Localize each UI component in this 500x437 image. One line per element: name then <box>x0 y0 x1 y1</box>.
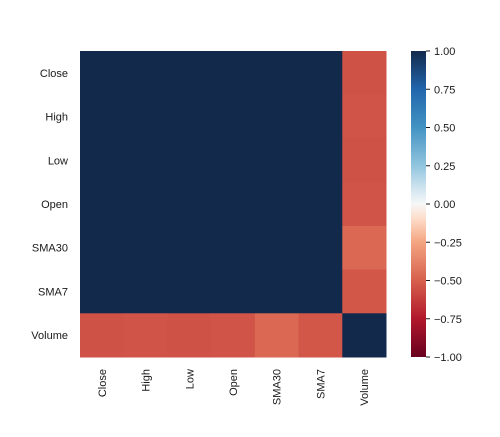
row-label-open: Open <box>41 199 68 211</box>
heatmap-cell-open-volume <box>342 182 387 227</box>
colorbar-tick-label: −0.75 <box>434 314 462 326</box>
row-label-sma30: SMA30 <box>32 243 68 255</box>
heatmap-cell-low-sma7 <box>298 138 343 183</box>
column-tick-labels: Close High Low Open SMA30 SMA7 Volume <box>97 369 371 406</box>
heatmap-cell-high-open <box>211 94 256 139</box>
heatmap-cell-volume-volume <box>342 313 387 358</box>
column-label-open: Open <box>228 369 240 396</box>
row-label-volume: Volume <box>31 330 68 342</box>
heatmap-cell-sma30-sma7 <box>298 225 343 271</box>
heatmap-cell-sma30-low <box>167 225 212 271</box>
colorbar-tick-label: 0.75 <box>434 84 455 96</box>
row-label-low: Low <box>48 155 68 167</box>
colorbar-tick-label: 0.25 <box>434 161 455 173</box>
heatmap-cell-sma7-close <box>80 269 125 314</box>
column-label-volume: Volume <box>359 369 371 406</box>
heatmap-cell-sma30-volume <box>342 225 387 271</box>
heatmap-cell-close-sma7 <box>298 51 343 96</box>
heatmap-cell-open-high <box>123 182 168 227</box>
colorbar-tick-label: −0.25 <box>434 237 462 249</box>
column-label-high: High <box>141 369 153 392</box>
row-tick-labels: Close High Low Open SMA30 SMA7 Volume <box>31 68 68 342</box>
heatmap-cell-close-sma30 <box>254 51 300 96</box>
heatmap-cell-low-close <box>80 138 125 183</box>
column-label-sma7: SMA7 <box>315 369 327 399</box>
heatmap-cell-volume-high <box>123 313 168 358</box>
heatmap-cell-sma7-sma30 <box>254 269 300 314</box>
heatmap-cell-open-low <box>167 182 212 227</box>
heatmap-cell-sma30-high <box>123 225 168 271</box>
heatmap-cell-open-sma7 <box>298 182 343 227</box>
colorbar-tick-label: 0.50 <box>434 123 455 135</box>
column-label-low: Low <box>184 369 196 389</box>
heatmap-cell-high-high <box>123 94 168 139</box>
heatmap-cell-sma7-high <box>123 269 168 314</box>
colorbar-tick-label: 0.00 <box>434 199 455 211</box>
colorbar-tick-label: −0.50 <box>434 276 462 288</box>
heatmap-cell-high-low <box>167 94 212 139</box>
column-label-sma30: SMA30 <box>272 369 284 405</box>
heatmap-cell-low-sma30 <box>254 138 300 183</box>
heatmap-cell-high-sma30 <box>254 94 300 139</box>
colorbar-tick-label: 1.00 <box>434 46 455 58</box>
heatmap-cells <box>80 51 387 358</box>
heatmap-cell-low-low <box>167 138 212 183</box>
heatmap-cell-sma7-low <box>167 269 212 314</box>
heatmap-cell-close-open <box>211 51 256 96</box>
row-label-high: High <box>45 112 68 124</box>
heatmap-cell-volume-sma30 <box>254 313 300 358</box>
heatmap-cell-close-high <box>123 51 168 96</box>
heatmap-cell-volume-close <box>80 313 125 358</box>
heatmap-cell-close-close <box>80 51 125 96</box>
row-label-close: Close <box>40 68 68 80</box>
heatmap-cell-sma7-sma7 <box>298 269 343 314</box>
heatmap-cell-high-sma7 <box>298 94 343 139</box>
colorbar-ticks: 1.00 0.75 0.50 0.25 0.00 −0.25 −0.50 −0.75 −1.00 <box>426 46 462 364</box>
heatmap-cell-low-volume <box>342 138 387 183</box>
heatmap-cell-sma30-open <box>211 225 256 271</box>
heatmap-cell-high-volume <box>342 94 387 139</box>
colorbar <box>411 51 426 357</box>
column-label-close: Close <box>97 369 109 397</box>
heatmap-cell-close-volume <box>342 51 387 96</box>
colorbar-tick-label: −1.00 <box>434 352 462 364</box>
heatmap-cell-volume-open <box>211 313 256 358</box>
heatmap-cell-sma30-close <box>80 225 125 271</box>
heatmap-cell-volume-low <box>167 313 212 358</box>
heatmap-cell-close-low <box>167 51 212 96</box>
heatmap-cell-low-high <box>123 138 168 183</box>
heatmap-cell-open-open <box>211 182 256 227</box>
row-label-sma7: SMA7 <box>38 286 68 298</box>
heatmap-cell-open-sma30 <box>254 182 300 227</box>
heatmap-cell-low-open <box>211 138 256 183</box>
heatmap-cell-sma7-open <box>211 269 256 314</box>
heatmap-cell-volume-sma7 <box>298 313 343 358</box>
heatmap-cell-sma30-sma30 <box>254 225 300 271</box>
heatmap-cell-sma7-volume <box>342 269 387 314</box>
heatmap-cell-open-close <box>80 182 125 227</box>
heatmap-cell-high-close <box>80 94 125 139</box>
